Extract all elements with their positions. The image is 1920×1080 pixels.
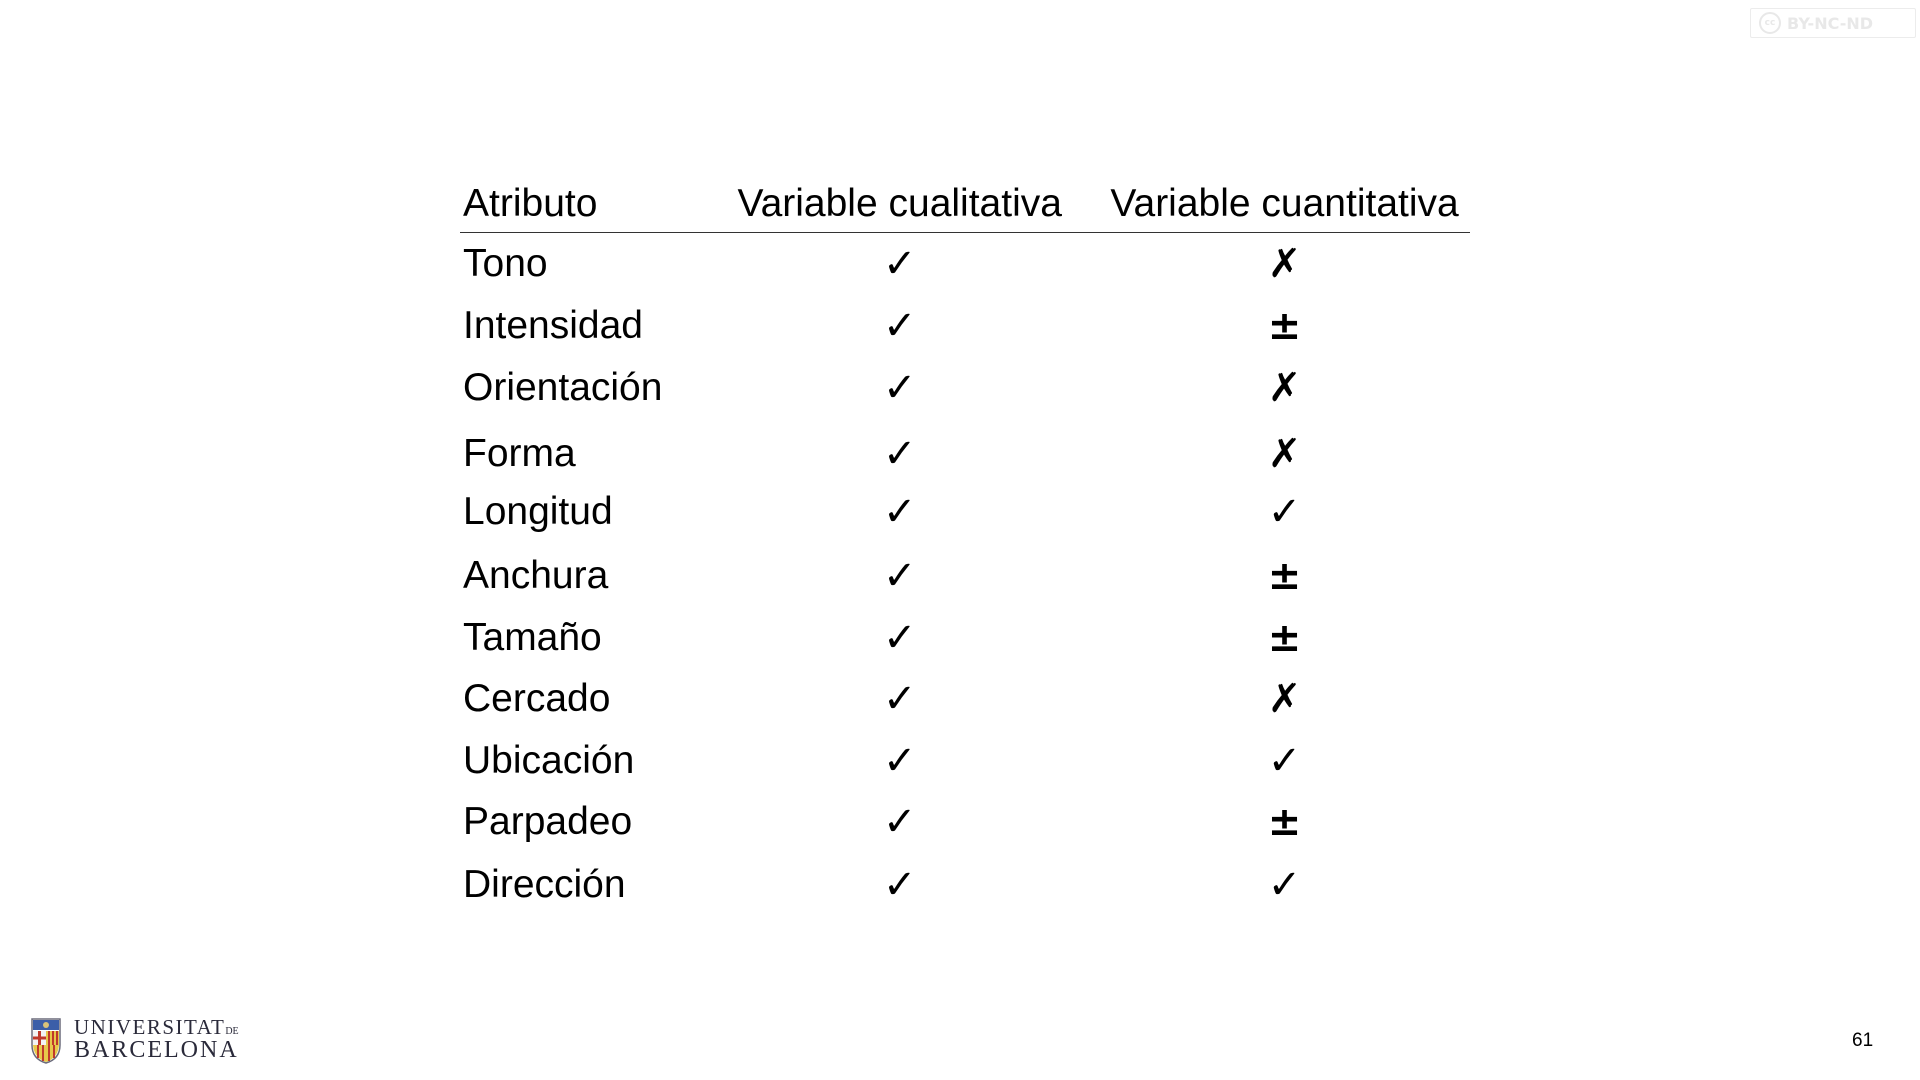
- quantitative-mark: ±: [1267, 553, 1302, 599]
- qualitative-mark: ✓: [882, 738, 917, 784]
- quantitative-mark: ✗: [1267, 365, 1302, 411]
- page-number: 61: [1852, 1030, 1874, 1051]
- license-label: BY-NC-ND: [1787, 13, 1874, 33]
- qualitative-mark: ✓: [882, 676, 917, 722]
- qualitative-mark: ✓: [882, 489, 917, 535]
- qualitative-mark: ✓: [882, 862, 917, 908]
- row-attribute: Forma: [463, 432, 576, 475]
- quantitative-mark: ✗: [1267, 431, 1302, 477]
- table-header-row: Atributo Variable cualitativa Variable c…: [460, 176, 1470, 233]
- quantitative-mark: ✓: [1267, 489, 1302, 535]
- row-attribute: Intensidad: [463, 304, 643, 347]
- row-attribute: Orientación: [463, 366, 663, 409]
- row-attribute: Dirección: [463, 863, 626, 906]
- table-row: Anchura ✓ ±: [460, 548, 1470, 604]
- table-row: Cercado ✓ ✗: [460, 671, 1470, 727]
- header-attribute: Atributo: [463, 182, 598, 225]
- qualitative-mark: ✓: [882, 303, 917, 349]
- qualitative-mark: ✓: [882, 365, 917, 411]
- table-row: Dirección ✓ ✓: [460, 857, 1470, 913]
- qualitative-mark: ✓: [882, 553, 917, 599]
- table-row: Tono ✓ ✗: [460, 236, 1470, 292]
- creative-commons-icon: cc: [1759, 12, 1781, 34]
- quantitative-mark: ✓: [1267, 738, 1302, 784]
- logo-line-2: BARCELONA: [74, 1037, 239, 1064]
- university-logo: UNIVERSITATDE BARCELONA: [30, 1015, 239, 1065]
- quantitative-mark: ±: [1267, 303, 1302, 349]
- attributes-table: Atributo Variable cualitativa Variable c…: [460, 176, 1470, 908]
- header-quantitative: Variable cuantitativa: [1110, 182, 1459, 225]
- table-row: Tamaño ✓ ±: [460, 610, 1470, 666]
- row-attribute: Ubicación: [463, 739, 635, 782]
- row-attribute: Anchura: [463, 554, 609, 597]
- qualitative-mark: ✓: [882, 431, 917, 477]
- quantitative-mark: ✗: [1267, 241, 1302, 287]
- qualitative-mark: ✓: [882, 615, 917, 661]
- table-row: Forma ✓ ✗: [460, 426, 1470, 482]
- logo-line-1: UNIVERSITATDE: [74, 1016, 239, 1038]
- table-row: Longitud ✓ ✓: [460, 484, 1470, 540]
- logo-de: DE: [225, 1026, 239, 1038]
- row-attribute: Tamaño: [463, 616, 602, 659]
- logo-wordmark: UNIVERSITATDE BARCELONA: [74, 1016, 239, 1063]
- quantitative-mark: ±: [1267, 799, 1302, 845]
- qualitative-mark: ✓: [882, 799, 917, 845]
- table-row: Parpadeo ✓ ±: [460, 794, 1470, 850]
- row-attribute: Parpadeo: [463, 800, 633, 843]
- table-row: Ubicación ✓ ✓: [460, 733, 1470, 789]
- header-qualitative: Variable cualitativa: [737, 182, 1062, 225]
- logo-universitat: UNIVERSITAT: [74, 1015, 226, 1040]
- row-attribute: Tono: [463, 242, 548, 285]
- quantitative-mark: ±: [1267, 615, 1302, 661]
- quantitative-mark: ✓: [1267, 862, 1302, 908]
- row-attribute: Longitud: [463, 490, 613, 533]
- qualitative-mark: ✓: [882, 241, 917, 287]
- table-row: Intensidad ✓ ±: [460, 298, 1470, 354]
- university-crest-icon: [31, 1018, 61, 1064]
- table-row: Orientación ✓ ✗: [460, 360, 1470, 416]
- row-attribute: Cercado: [463, 677, 611, 720]
- quantitative-mark: ✗: [1267, 676, 1302, 722]
- license-badge: cc BY-NC-ND: [1750, 8, 1916, 38]
